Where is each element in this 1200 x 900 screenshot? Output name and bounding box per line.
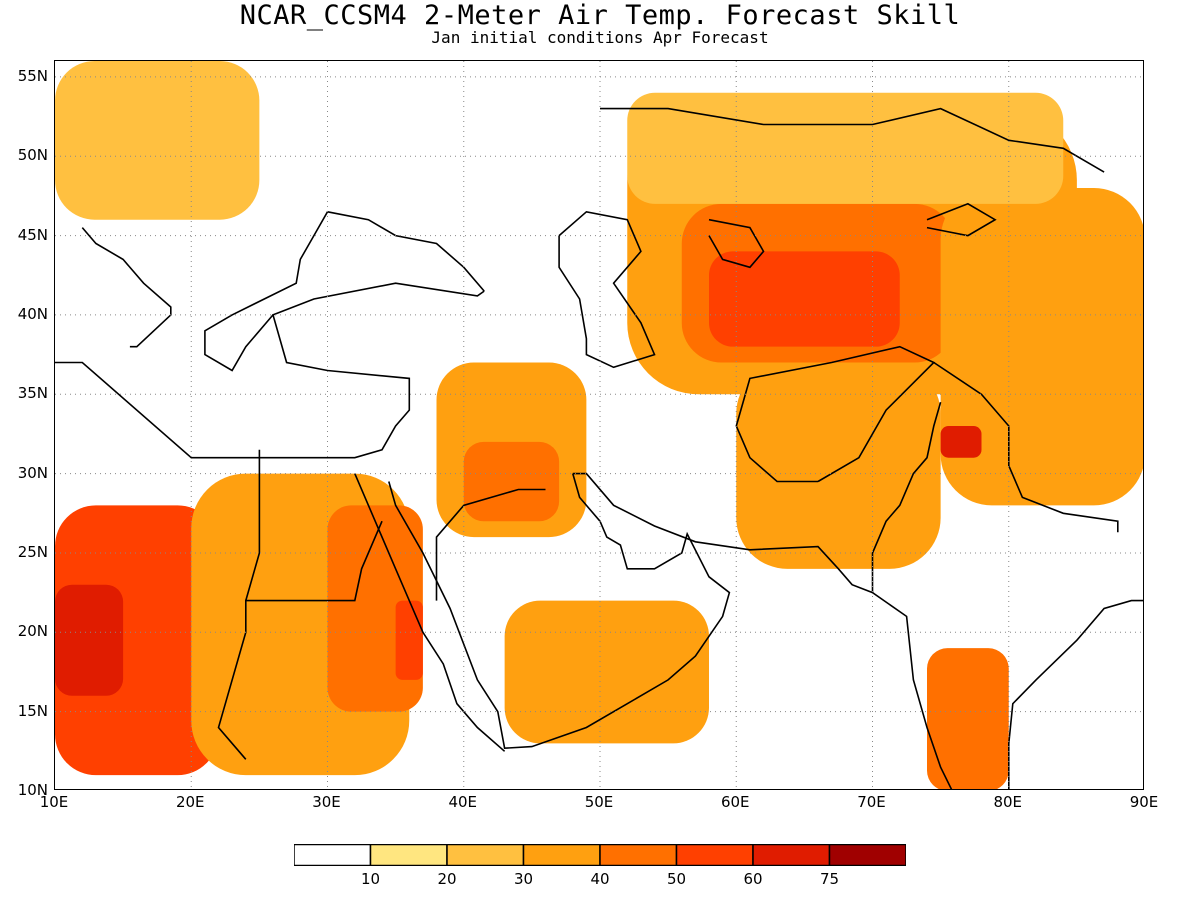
lon-tick-label: 60E <box>720 793 750 811</box>
coastline-7 <box>558 210 656 369</box>
skill-region-6 <box>463 441 560 522</box>
colorbar-swatch-7 <box>828 844 906 866</box>
colorbar-label: 50 <box>666 870 687 888</box>
coastline-5 <box>204 210 485 372</box>
lon-tick-label: 10E <box>39 793 69 811</box>
skill-region-15 <box>55 61 260 220</box>
colorbar-swatch-6 <box>752 844 831 866</box>
colorbar-label: 30 <box>513 870 534 888</box>
colorbar-swatch-3 <box>522 844 601 866</box>
colorbar-label: 75 <box>819 870 840 888</box>
skill-fill-layer <box>55 61 1143 789</box>
colorbar-label: 60 <box>743 870 763 888</box>
lon-tick-label: 70E <box>857 793 886 811</box>
colorbar-label: 10 <box>360 870 381 888</box>
coastline-2 <box>388 473 731 750</box>
skill-region-12 <box>940 187 1143 506</box>
coastline-0 <box>55 282 485 459</box>
lon-tick-label: 90E <box>1129 793 1159 811</box>
coastline-12 <box>245 449 261 601</box>
lat-tick-label: 10N <box>17 781 48 799</box>
skill-region-16 <box>627 92 1064 204</box>
skill-region-0 <box>55 505 219 776</box>
coastline-14 <box>735 345 936 483</box>
map-subtitle: Jan initial conditions Apr Forecast <box>431 28 769 47</box>
colorbar-label: 40 <box>590 870 610 888</box>
colorbar-swatch-5 <box>675 844 754 866</box>
colorbar-label: 20 <box>437 870 457 888</box>
lat-tick-label: 15N <box>17 701 48 720</box>
skill-map <box>54 60 1144 790</box>
coastline-10 <box>600 107 1105 173</box>
coastline-13 <box>435 488 546 601</box>
lon-tick-label: 40E <box>448 793 478 811</box>
skill-region-11 <box>709 251 900 347</box>
lon-tick-label: 80E <box>993 793 1023 811</box>
coastline-4 <box>1008 599 1143 789</box>
lat-tick-label: 25N <box>17 542 48 561</box>
map-title: NCAR_CCSM4 2-Meter Air Temp. Forecast Sk… <box>239 0 961 31</box>
colorbar-swatch-0 <box>294 844 372 866</box>
lat-tick-label: 30N <box>17 463 48 482</box>
lon-tick-label: 30E <box>312 793 341 811</box>
lat-tick-label: 55N <box>17 66 48 85</box>
skill-region-10 <box>736 362 941 569</box>
coastline-6 <box>81 227 172 348</box>
coastline-9 <box>926 202 997 237</box>
skill-region-7 <box>504 600 709 744</box>
lat-tick-label: 20N <box>17 622 48 641</box>
lon-tick-label: 50E <box>584 793 614 811</box>
coastline-1 <box>354 473 506 752</box>
skill-region-14 <box>927 648 1009 789</box>
graticule <box>55 61 1143 789</box>
colorbar-swatch-2 <box>446 844 525 866</box>
coastline-16 <box>871 401 942 593</box>
lat-tick-label: 50N <box>17 146 48 165</box>
coastline-11 <box>217 520 383 760</box>
coastline-15 <box>933 361 1119 533</box>
skill-region-1 <box>55 584 124 696</box>
coastlines <box>55 107 1143 789</box>
colorbar-swatch-1 <box>369 844 448 866</box>
skill-map-canvas <box>55 61 1143 789</box>
colorbar <box>294 844 906 866</box>
skill-region-4 <box>395 600 423 680</box>
lon-tick-label: 20E <box>175 793 205 811</box>
lat-tick-label: 40N <box>17 304 48 323</box>
coastline-3 <box>572 472 953 789</box>
skill-region-13 <box>940 426 982 458</box>
coastline-8 <box>708 218 765 269</box>
lat-tick-label: 45N <box>17 225 48 244</box>
colorbar-swatch-4 <box>599 844 678 866</box>
lat-tick-label: 35N <box>17 384 48 403</box>
